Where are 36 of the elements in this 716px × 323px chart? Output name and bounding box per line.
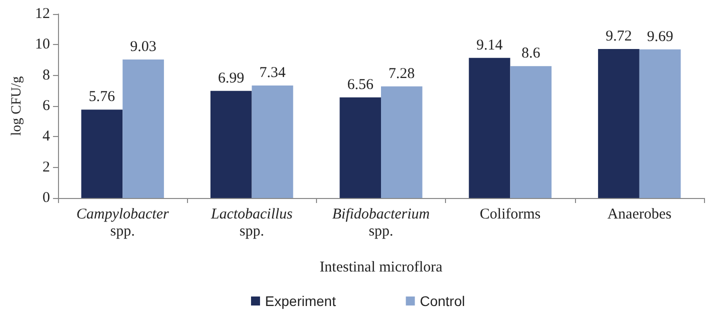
bar: [340, 97, 381, 198]
bar: [81, 110, 123, 198]
x-tick-label: Bifidobacterium spp.: [332, 206, 430, 240]
y-tick-label: 0: [42, 190, 50, 206]
y-axis-title: log CFU/g: [10, 76, 25, 136]
data-label: 7.28: [388, 66, 415, 82]
data-label: 6.56: [347, 76, 374, 93]
data-label: 9.72: [606, 28, 632, 44]
legend-label: Control: [420, 293, 465, 309]
y-tick-label: 12: [35, 6, 50, 22]
bar: [252, 85, 294, 198]
data-label: 9.14: [476, 37, 504, 54]
bar: [122, 60, 164, 198]
legend-label: Experiment: [265, 293, 336, 309]
x-axis-title: Intestinal microflora: [320, 260, 443, 276]
x-tick-label: Coliforms: [480, 206, 541, 222]
y-tick-label: 10: [35, 36, 50, 53]
data-label: 6.99: [218, 70, 244, 86]
y-tick-label: 4: [42, 128, 50, 145]
data-label: 7.34: [259, 64, 286, 81]
y-tick-label: 8: [42, 67, 50, 84]
bar: [468, 58, 510, 198]
x-tick-label: Lactobacillus spp.: [210, 206, 293, 240]
bar: [381, 86, 422, 198]
data-label: 9.03: [130, 39, 156, 56]
data-label: 5.76: [88, 89, 116, 106]
data-label: 8.6: [521, 46, 541, 62]
bar: [210, 90, 252, 198]
bar: [598, 48, 640, 198]
bar: [510, 66, 552, 198]
data-label: 9.69: [646, 28, 674, 45]
y-tick-label: 6: [42, 98, 50, 114]
x-tick-label: Campylobacter spp.: [76, 206, 170, 240]
x-tick-label: Anaerobes: [607, 206, 672, 222]
y-tick-label: 2: [42, 159, 50, 176]
bar: [639, 49, 681, 198]
